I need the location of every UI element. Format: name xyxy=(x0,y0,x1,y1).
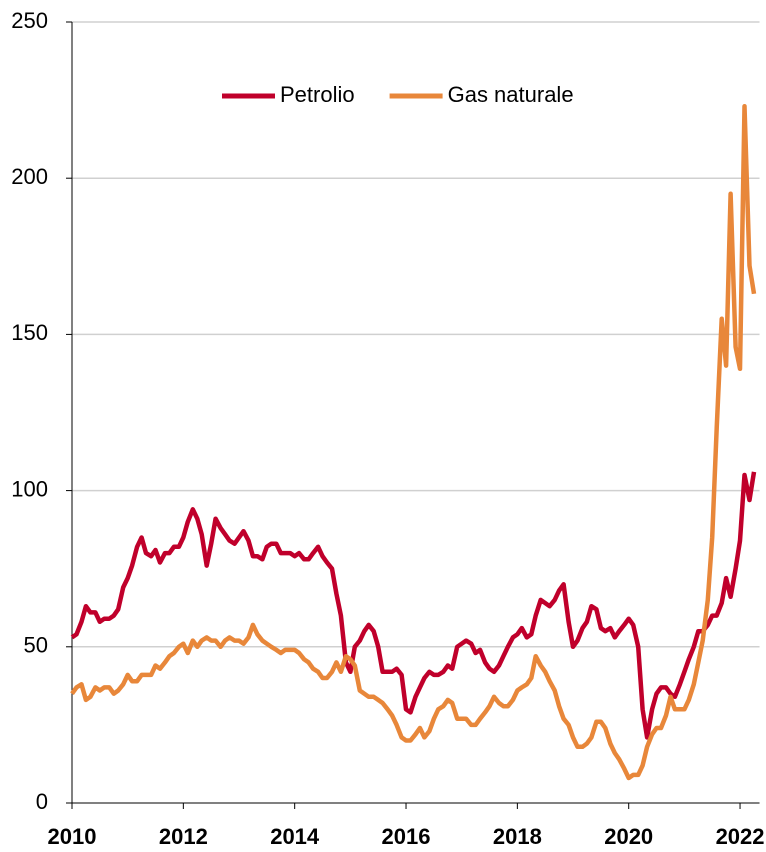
line-series xyxy=(70,104,757,781)
line-series xyxy=(70,471,757,740)
x-tick-label: 2020 xyxy=(604,824,653,849)
y-tick-label: 200 xyxy=(11,164,48,189)
y-tick-label: 50 xyxy=(24,633,48,658)
x-tick-label: 2012 xyxy=(159,824,208,849)
y-tick-label: 100 xyxy=(11,476,48,501)
x-tick-label: 2022 xyxy=(716,824,765,849)
y-tick-label: 0 xyxy=(36,789,48,814)
x-tick-label: 2010 xyxy=(48,824,97,849)
legend-label: Petrolio xyxy=(280,82,355,107)
x-tick-label: 2018 xyxy=(493,824,542,849)
legend-label: Gas naturale xyxy=(448,82,574,107)
x-tick-label: 2014 xyxy=(270,824,320,849)
y-tick-label: 250 xyxy=(11,8,48,33)
y-tick-label: 150 xyxy=(11,320,48,345)
x-tick-label: 2016 xyxy=(382,824,431,849)
